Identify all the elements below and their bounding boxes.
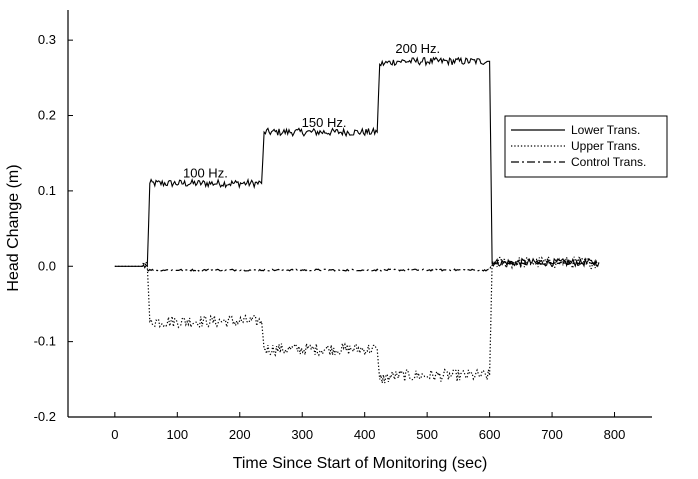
axes (67, 10, 652, 418)
ticks: 0 100 200 300 400 500 600 700 800 -0.2 -0.1 0.0 0.1 0… (34, 32, 626, 442)
series-layer (114, 56, 600, 384)
x-tick-label: 700 (541, 427, 563, 442)
annotation-2: 150 Hz. (302, 115, 347, 130)
y-tick-label: 0.1 (38, 183, 56, 198)
y-tick-label: -0.2 (34, 409, 56, 424)
x-tick-label: 400 (354, 427, 376, 442)
y-tick-label: 0.0 (38, 258, 56, 273)
y-axis-title: Head Change (m) (5, 164, 22, 291)
x-tick-label: 600 (479, 427, 501, 442)
x-tick-label: 800 (604, 427, 626, 442)
legend: Lower Trans. Upper Trans. Control Trans. (504, 115, 668, 178)
x-tick-label: 300 (291, 427, 313, 442)
series-line-3 (147, 261, 600, 272)
x-tick-label: 0 (111, 427, 118, 442)
legend-label-1: Lower Trans. (571, 123, 640, 137)
y-tick-label: 0.3 (38, 32, 56, 47)
series-line-2 (114, 255, 600, 384)
x-tick-label: 500 (416, 427, 438, 442)
x-axis-title: Time Since Start of Monitoring (sec) (233, 455, 488, 472)
annotations: 100 Hz. 150 Hz. 200 Hz. (183, 41, 440, 180)
legend-label-3: Control Trans. (571, 155, 646, 169)
annotation-3: 200 Hz. (395, 41, 440, 56)
legend-label-2: Upper Trans. (571, 139, 640, 153)
x-tick-label: 200 (229, 427, 251, 442)
x-tick-label: 100 (166, 427, 188, 442)
y-tick-label: -0.1 (34, 334, 56, 349)
annotation-1: 100 Hz. (183, 165, 228, 180)
y-tick-label: 0.2 (38, 108, 56, 123)
